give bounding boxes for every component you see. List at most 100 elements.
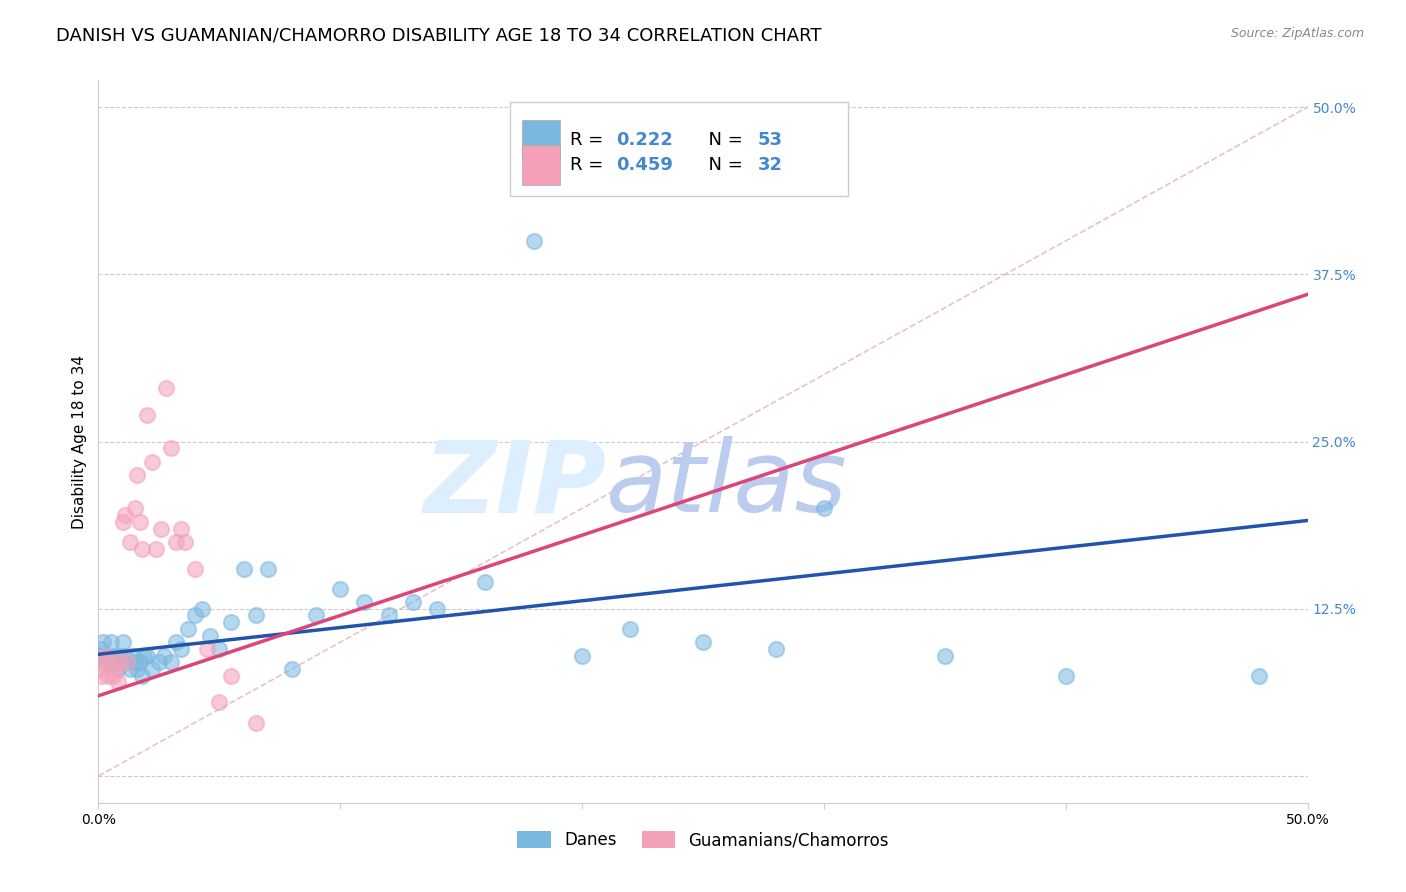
Y-axis label: Disability Age 18 to 34: Disability Age 18 to 34 bbox=[72, 354, 87, 529]
Point bbox=[104, 648, 127, 663]
Text: R =: R = bbox=[569, 156, 609, 174]
Point bbox=[813, 501, 835, 516]
Point bbox=[87, 662, 110, 676]
Text: 53: 53 bbox=[758, 131, 782, 149]
Point bbox=[131, 669, 153, 683]
Point bbox=[474, 575, 496, 590]
Point bbox=[107, 662, 129, 676]
Point bbox=[87, 648, 110, 663]
Point bbox=[619, 622, 641, 636]
Point bbox=[104, 662, 127, 676]
Point bbox=[117, 655, 139, 669]
Point bbox=[169, 521, 191, 535]
Point bbox=[934, 648, 956, 663]
Point bbox=[208, 642, 231, 657]
Point bbox=[765, 642, 787, 657]
Point bbox=[150, 521, 173, 535]
Point bbox=[245, 608, 267, 623]
Point bbox=[128, 515, 150, 529]
Point bbox=[353, 595, 375, 609]
Point bbox=[692, 635, 714, 649]
Point bbox=[281, 662, 304, 676]
Point bbox=[148, 655, 170, 669]
Point bbox=[245, 715, 267, 730]
Point bbox=[174, 535, 197, 549]
Text: N =: N = bbox=[697, 156, 748, 174]
Point bbox=[160, 655, 183, 669]
Point bbox=[152, 648, 174, 663]
Point bbox=[221, 615, 243, 630]
Point bbox=[208, 696, 231, 710]
Text: ZIP: ZIP bbox=[423, 436, 606, 533]
FancyBboxPatch shape bbox=[522, 120, 561, 160]
Point bbox=[124, 501, 146, 516]
Point bbox=[571, 648, 593, 663]
Point bbox=[94, 655, 117, 669]
Text: Source: ZipAtlas.com: Source: ZipAtlas.com bbox=[1230, 27, 1364, 40]
Point bbox=[117, 655, 139, 669]
Point bbox=[160, 442, 183, 455]
Point bbox=[91, 655, 114, 669]
Point bbox=[165, 535, 187, 549]
Point bbox=[141, 662, 163, 676]
Legend: Danes, Guamanians/Chamorros: Danes, Guamanians/Chamorros bbox=[510, 824, 896, 856]
Point bbox=[305, 608, 328, 623]
Point bbox=[100, 635, 122, 649]
Point bbox=[108, 648, 131, 663]
Point bbox=[198, 629, 221, 643]
Point bbox=[101, 655, 124, 669]
Point bbox=[114, 648, 136, 663]
Text: DANISH VS GUAMANIAN/CHAMORRO DISABILITY AGE 18 TO 34 CORRELATION CHART: DANISH VS GUAMANIAN/CHAMORRO DISABILITY … bbox=[56, 27, 821, 45]
Point bbox=[97, 669, 120, 683]
Point bbox=[145, 541, 167, 556]
Text: 0.459: 0.459 bbox=[616, 156, 673, 174]
Point bbox=[184, 608, 207, 623]
Point bbox=[177, 622, 200, 636]
Point bbox=[111, 635, 134, 649]
Point bbox=[195, 642, 218, 657]
Point bbox=[377, 608, 399, 623]
Point bbox=[191, 602, 214, 616]
Point bbox=[184, 562, 207, 576]
Point bbox=[90, 642, 112, 657]
Text: R =: R = bbox=[569, 131, 609, 149]
Point bbox=[141, 455, 163, 469]
Point bbox=[169, 642, 191, 657]
Point bbox=[232, 562, 254, 576]
Point bbox=[101, 669, 124, 683]
Text: 32: 32 bbox=[758, 156, 782, 174]
Point bbox=[135, 648, 157, 663]
Point bbox=[256, 562, 278, 576]
Point bbox=[329, 582, 352, 596]
Point bbox=[90, 669, 112, 683]
Point bbox=[118, 662, 141, 676]
Point bbox=[134, 648, 156, 663]
Point bbox=[100, 655, 122, 669]
Point bbox=[91, 635, 114, 649]
FancyBboxPatch shape bbox=[509, 102, 848, 196]
Point bbox=[108, 655, 131, 669]
Point bbox=[131, 541, 153, 556]
Point bbox=[94, 648, 117, 663]
Text: N =: N = bbox=[697, 131, 748, 149]
Point bbox=[426, 602, 449, 616]
Point bbox=[107, 675, 129, 690]
Point bbox=[97, 648, 120, 663]
Text: atlas: atlas bbox=[606, 436, 848, 533]
Point bbox=[1249, 669, 1271, 683]
Point bbox=[111, 515, 134, 529]
Point bbox=[523, 234, 546, 248]
Point bbox=[124, 655, 146, 669]
Point bbox=[221, 669, 243, 683]
Text: 0.222: 0.222 bbox=[616, 131, 673, 149]
Point bbox=[402, 595, 425, 609]
Point bbox=[127, 662, 149, 676]
Point bbox=[165, 635, 187, 649]
Point bbox=[1054, 669, 1077, 683]
Point bbox=[135, 408, 157, 422]
Point bbox=[155, 381, 177, 395]
Point bbox=[121, 648, 143, 663]
FancyBboxPatch shape bbox=[522, 145, 561, 185]
Point bbox=[128, 655, 150, 669]
Point bbox=[118, 535, 141, 549]
